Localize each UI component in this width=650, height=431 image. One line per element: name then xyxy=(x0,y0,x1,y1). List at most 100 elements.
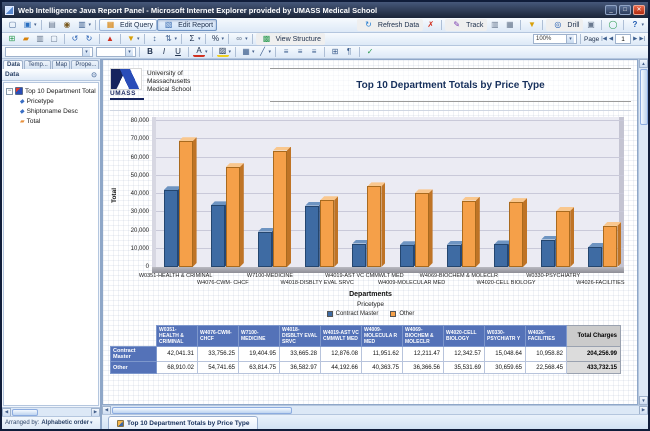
next-page-button[interactable]: ▶ xyxy=(633,36,638,42)
column-header[interactable]: W4020-CELL BIOLOGY xyxy=(443,325,485,347)
sidebar-horizontal-scrollbar[interactable]: ◀ ▶ xyxy=(2,407,100,417)
help-icon[interactable]: ? xyxy=(632,20,638,29)
print-icon[interactable]: ▤ xyxy=(48,20,56,29)
value-cell[interactable]: 54,741.65 xyxy=(197,361,239,374)
scrollbar-thumb[interactable] xyxy=(639,69,648,125)
hyperlink-dropdown-arrow[interactable]: ▾ xyxy=(245,36,248,42)
page-setup-icon[interactable]: ▥ xyxy=(78,20,86,29)
align-left-button[interactable]: ≡ xyxy=(283,47,289,56)
bar-other[interactable] xyxy=(273,146,291,267)
bar-other[interactable] xyxy=(320,196,339,267)
highlight-dropdown-arrow[interactable]: ▾ xyxy=(228,49,232,55)
find-icon[interactable]: ◉ xyxy=(63,20,71,29)
last-page-button[interactable]: ▶| xyxy=(639,36,645,42)
value-cell[interactable]: 12,342.57 xyxy=(443,346,485,362)
column-header[interactable]: W4009-MOLECULA R MED xyxy=(361,325,403,347)
first-page-button[interactable]: |◀ xyxy=(601,36,607,42)
zoom-select[interactable]: 100% ▾ xyxy=(533,34,577,44)
font-color-button[interactable]: A xyxy=(193,47,205,57)
highlight-color-button[interactable]: ▨ xyxy=(216,47,229,57)
sort-icon[interactable]: ⇅ xyxy=(165,34,172,43)
tab-map[interactable]: Map xyxy=(51,60,71,69)
copy-icon[interactable]: ▥ xyxy=(491,20,499,29)
row-total-cell[interactable]: 433,732.15 xyxy=(566,361,621,374)
row-header[interactable]: Other xyxy=(110,361,157,374)
refresh-data-button[interactable]: ↻ Refresh Data xyxy=(356,19,424,31)
merge-cells-button[interactable]: ⊞ xyxy=(331,47,339,56)
zoom-dropdown-arrow[interactable]: ▾ xyxy=(566,35,574,43)
sum-icon[interactable]: Σ xyxy=(189,34,195,43)
bar-other[interactable] xyxy=(414,189,433,267)
bar-other[interactable] xyxy=(509,198,527,267)
bold-button[interactable]: B xyxy=(147,47,153,56)
value-cell[interactable]: 15,048.64 xyxy=(484,346,526,362)
main-horizontal-scrollbar[interactable]: ◀ ▶ xyxy=(102,405,648,415)
align-center-button[interactable]: ≡ xyxy=(297,47,303,56)
bar-other[interactable] xyxy=(603,221,622,267)
bar-other[interactable] xyxy=(556,207,575,267)
column-header[interactable]: W4018-DISBLTY EVAL SRVC xyxy=(279,325,321,347)
hyperlink-icon[interactable]: ∞ xyxy=(236,34,242,43)
bar-chart[interactable]: Total 0 10,000 20,000 30,000 40,000 50,000 60,… xyxy=(110,117,631,273)
value-cell[interactable]: 36,366.56 xyxy=(402,361,444,374)
tab-data[interactable]: Data xyxy=(3,60,24,69)
percentage-dropdown-arrow[interactable]: ▾ xyxy=(221,36,225,42)
column-header[interactable]: W4069-BIOCHEM & MOLECLR xyxy=(402,325,444,347)
crosstab-table[interactable]: W0351-HEALTH & CRIMINAL W4076-CWM- CHCF W7… xyxy=(110,325,621,374)
row-total-cell[interactable]: 204,256.99 xyxy=(566,346,621,362)
snapshot-icon[interactable]: ▣ xyxy=(587,20,595,29)
value-cell[interactable]: 30,659.65 xyxy=(484,361,526,374)
percentage-icon[interactable]: % xyxy=(211,34,220,43)
tab-templates[interactable]: Temp... xyxy=(24,60,51,69)
scrollbar-thumb[interactable] xyxy=(112,406,292,414)
column-header[interactable]: W0351-HEALTH & CRIMINAL xyxy=(156,325,198,347)
value-cell[interactable]: 11,951.62 xyxy=(361,346,403,362)
paste-icon[interactable]: ▦ xyxy=(506,20,514,29)
report-canvas[interactable]: UMASS University of Massachusetts Medica… xyxy=(102,59,638,405)
value-cell[interactable]: 63,814.75 xyxy=(238,361,280,374)
column-header[interactable]: W4076-CWM- CHCF xyxy=(197,325,239,347)
edit-query-button[interactable]: ▦ Edit Query xyxy=(99,19,158,31)
borders-button[interactable]: ▦ xyxy=(242,47,250,56)
maximize-button[interactable]: □ xyxy=(619,5,631,15)
report-title-box[interactable]: Top 10 Department Totals by Price Type xyxy=(270,68,631,102)
total-charges-header[interactable]: Total Charges xyxy=(566,325,621,347)
borders-dropdown-arrow[interactable]: ▾ xyxy=(252,49,255,55)
filter-icon[interactable]: ▼ xyxy=(527,20,536,29)
close-button[interactable]: ✕ xyxy=(633,5,645,15)
scroll-down-icon[interactable]: ▼ xyxy=(639,396,648,405)
insert-chart-icon[interactable]: ▰ xyxy=(22,34,30,43)
tree-item-shiptoname[interactable]: ◆ Shiptoname Desc xyxy=(6,106,96,116)
value-cell[interactable]: 33,756.25 xyxy=(197,346,239,362)
column-header[interactable]: W7100-MEDICINE xyxy=(238,325,280,347)
tree-root[interactable]: − Top 10 Department Totals by xyxy=(6,86,96,96)
new-document-icon[interactable]: ▢ xyxy=(8,20,17,29)
value-cell[interactable]: 22,568.45 xyxy=(525,361,567,374)
drill-button[interactable]: ◎ Drill xyxy=(546,19,584,31)
purge-data-icon[interactable]: ✗ xyxy=(427,20,435,29)
page-number-input[interactable]: 1 xyxy=(615,34,632,44)
value-cell[interactable]: 12,876.08 xyxy=(320,346,362,362)
bar-other[interactable] xyxy=(225,163,244,267)
value-cell[interactable]: 10,958.82 xyxy=(525,346,567,362)
previous-page-button[interactable]: ◀ xyxy=(608,36,614,42)
scrollbar-thumb[interactable] xyxy=(12,408,38,416)
value-cell[interactable]: 44,192.66 xyxy=(320,361,362,374)
track-changes-button[interactable]: ✎ Track xyxy=(445,19,488,31)
column-header[interactable]: W4019-AST VC CMMWLT MED xyxy=(320,325,362,347)
bar-other[interactable] xyxy=(178,137,197,267)
web-connectivity-icon[interactable]: ◯ xyxy=(608,20,618,29)
value-cell[interactable]: 68,910.02 xyxy=(156,361,198,374)
bar-other[interactable] xyxy=(367,182,386,267)
wrap-text-button[interactable]: ¶ xyxy=(346,47,352,56)
font-color-dropdown-arrow[interactable]: ▾ xyxy=(205,49,208,55)
apply-format-button[interactable]: ✓ xyxy=(366,47,374,56)
bar-other[interactable] xyxy=(461,196,480,267)
font-size-select[interactable]: ▾ xyxy=(96,47,136,57)
collapse-icon[interactable]: − xyxy=(6,87,13,95)
underline-button[interactable]: U xyxy=(175,47,181,56)
view-structure-button[interactable]: ▩ View Structure xyxy=(255,33,325,45)
edit-report-button[interactable]: ▧ Edit Report xyxy=(157,19,218,31)
arranged-by-dropdown-arrow[interactable]: ▾ xyxy=(90,420,93,426)
help-dropdown-arrow[interactable]: ▾ xyxy=(641,22,644,28)
